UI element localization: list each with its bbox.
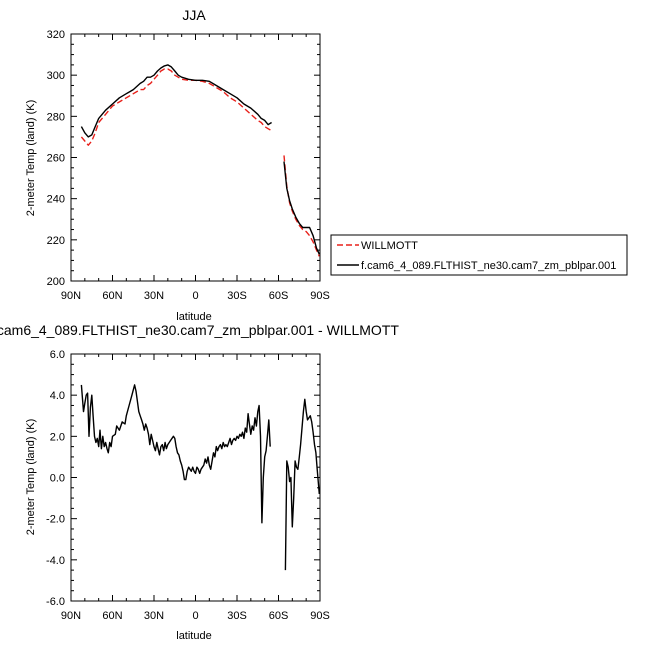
bottom-y-tick-label: 2.0 [50,431,65,443]
top-x-tick-label: 60S [269,290,289,302]
top-axis-ticks: 90N 60N 30N 0 30S 60S 90S 200 220 240 260 280 300 320 [47,29,330,302]
bottom-y-tick-label: -4.0 [46,555,65,567]
bottom-series-line-0 [284,398,320,571]
top-x-tick-label: 30N [144,290,164,302]
bottom-x-tick-label: 30S [227,610,247,622]
top-series-line-1 [283,161,320,255]
bottom-x-tick-label: 0 [192,610,198,622]
top-x-tick-label: 90N [61,290,81,302]
top-y-tick-label: 220 [47,235,65,247]
top-x-tick-label: 90S [310,290,330,302]
legend: WILLMOTT f.cam6_4_089.FLTHIST_ne30.cam7_… [330,234,628,276]
top-y-axis-label: 2-meter Temp (land) (K) [25,100,37,217]
bottom-series-line-0 [80,384,271,524]
top-y-tick-label: 300 [47,70,65,82]
bottom-x-axis-label: latitude [176,630,211,642]
bottom-y-tick-label: -2.0 [46,514,65,526]
top-series-line-1 [80,64,272,138]
bottom-plot-lines [80,384,320,571]
top-panel: JJA 2-meter Temp (land) (K) latitude 90N… [25,7,330,323]
bottom-x-tick-label: 90N [61,610,81,622]
top-x-tick-label: 0 [192,290,198,302]
top-series-line-0 [283,155,320,257]
legend-box [330,234,628,276]
top-y-tick-label: 200 [47,276,65,288]
bottom-plot-frame [70,353,321,602]
bottom-title: f.cam6_4_089.FLTHIST_ne30.cam7_zm_pblpar… [0,322,399,338]
top-x-axis-label: latitude [176,311,211,323]
bottom-x-tick-label: 90S [310,610,330,622]
legend-label-willmott: WILLMOTT [361,240,418,252]
top-y-tick-label: 320 [47,29,65,41]
top-plot-lines [80,64,320,257]
bottom-y-tick-label: 4.0 [50,390,65,402]
top-title: JJA [182,7,206,23]
top-y-tick-label: 280 [47,111,65,123]
top-series-line-0 [80,68,272,146]
bottom-y-tick-label: -6.0 [46,596,65,608]
top-plot-frame [70,33,321,282]
bottom-x-tick-label: 60S [269,610,289,622]
bottom-x-tick-label: 60N [102,610,122,622]
top-y-tick-label: 240 [47,194,65,206]
top-x-tick-label: 30S [227,290,247,302]
bottom-y-tick-label: 0.0 [50,473,65,485]
bottom-y-tick-label: 6.0 [50,349,65,361]
legend-label-model: f.cam6_4_089.FLTHIST_ne30.cam7_zm_pblpar… [361,260,616,272]
bottom-y-axis-label: 2-meter Temp (land) (K) [25,419,37,536]
bottom-panel: f.cam6_4_089.FLTHIST_ne30.cam7_zm_pblpar… [0,322,399,642]
top-y-tick-label: 260 [47,153,65,165]
bottom-x-tick-label: 30N [144,610,164,622]
bottom-axis-ticks: 90N 60N 30N 0 30S 60S 90S -6.0 -4.0 -2.0 0.0 2.0 4.0… [46,349,330,622]
top-x-tick-label: 60N [102,290,122,302]
